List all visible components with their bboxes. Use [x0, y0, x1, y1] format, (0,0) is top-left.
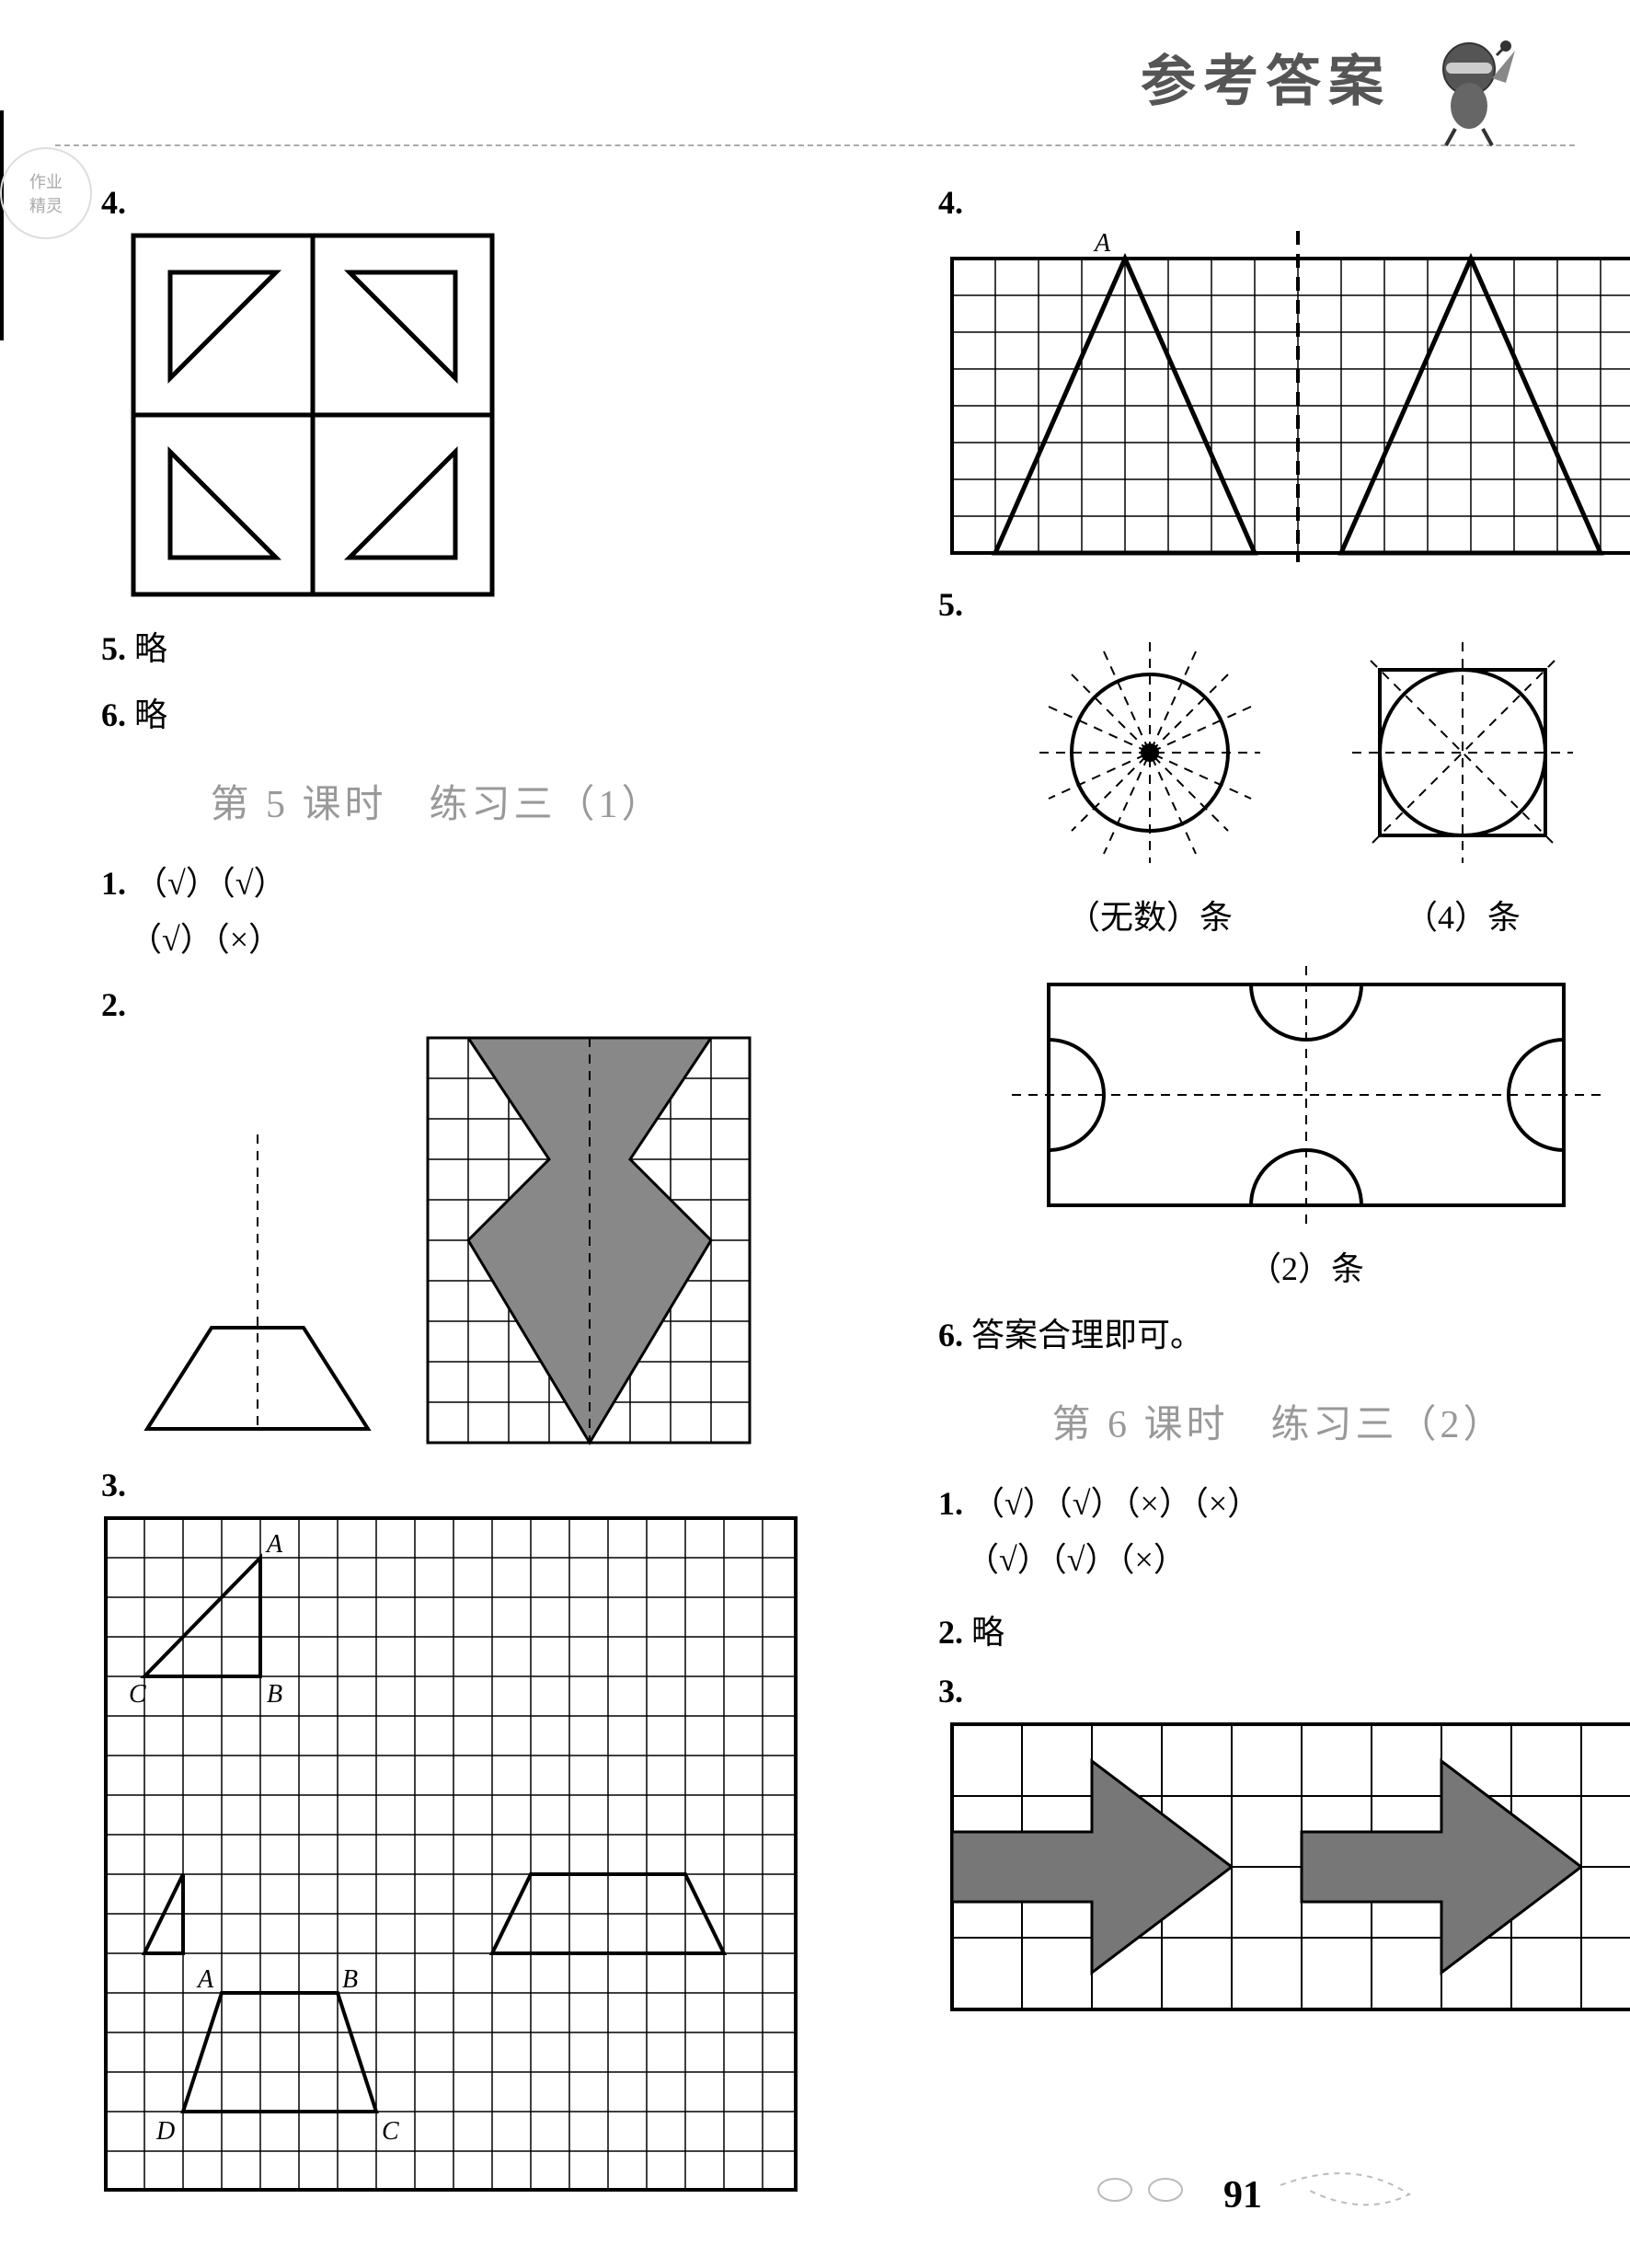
- left-q4-figure: [129, 231, 800, 604]
- s6-q2-text: 略: [971, 1614, 1004, 1651]
- header-divider: [55, 144, 1575, 146]
- section-6-title: 第 6 课时 练习三（2）: [911, 1393, 1630, 1449]
- s5-q2-figure: [129, 1033, 800, 1447]
- label-B1: B: [267, 1680, 282, 1709]
- s5-q2-num: 2.: [101, 985, 800, 1024]
- stamp-text-2: 精灵: [29, 193, 63, 217]
- right-q6-num: 6.: [938, 1317, 963, 1353]
- s5-q1-num: 1. （√）（√）: [101, 857, 800, 904]
- left-q5: 5. 略: [101, 622, 800, 670]
- square-circle-figure: [1343, 633, 1582, 872]
- s5-q3-num: 3.: [101, 1466, 800, 1504]
- right-column: 4.: [892, 165, 1630, 2217]
- left-q5-num: 5.: [101, 630, 126, 667]
- page-title: 参考答案: [1141, 37, 1391, 117]
- label-D: D: [155, 2117, 175, 2146]
- right-q5-figure-row2: （2）条: [966, 966, 1630, 1290]
- s6-q1-num: 1.: [938, 1485, 963, 1522]
- right-q5-num: 5.: [938, 585, 1630, 624]
- left-q6-text: 略: [134, 697, 167, 733]
- q5-answer2: （4）条: [1343, 891, 1582, 938]
- stamp-badge: 作业 精灵: [0, 147, 92, 239]
- label-C2: C: [382, 2117, 399, 2146]
- s6-q2: 2. 略: [938, 1606, 1630, 1653]
- left-q4-num: 4.: [101, 183, 800, 222]
- s6-q1-line2: （√）（√）（×）: [966, 1534, 1630, 1587]
- left-column: 4. 5. 略 6. 略 第 5 课时 练习三（1）: [55, 165, 819, 2217]
- s5-q3-figure: A B C A B C D: [101, 1514, 800, 2199]
- label-C1: C: [129, 1680, 146, 1709]
- content-area: 4. 5. 略 6. 略 第 5 课时 练习三（1）: [55, 165, 1575, 2217]
- mascot-icon: [1418, 28, 1529, 152]
- q5-answer1: （无数）条: [1030, 891, 1269, 938]
- label-A2: A: [196, 1965, 214, 1994]
- s6-q1-line1: （√）（√）（×）（×）: [971, 1485, 1260, 1522]
- s6-q3-figure: [947, 1720, 1630, 2019]
- s6-q1: 1. （√）（√）（×）（×）: [938, 1477, 1630, 1525]
- s6-q2-num: 2.: [938, 1614, 963, 1651]
- right-q6-text: 答案合理即可。: [971, 1317, 1203, 1353]
- s5-q1-line1: （√）（√）: [134, 865, 287, 902]
- label-A3: A: [1093, 231, 1111, 258]
- left-q6-num: 6.: [101, 697, 126, 733]
- left-edge-fragment: [0, 110, 7, 340]
- right-q4-figure: A: [947, 231, 1630, 567]
- s5-q1-line2: （√）（×）: [129, 914, 800, 967]
- stamp-text-1: 作业: [29, 169, 63, 193]
- q5-answer3: （2）条: [966, 1242, 1630, 1290]
- s6-q3-num: 3.: [938, 1672, 1630, 1710]
- right-q5-figure-row1: （无数）条 （4）条: [966, 633, 1630, 938]
- page-header: 参考答案: [55, 37, 1575, 117]
- s5-q1-num-text: 1.: [101, 865, 126, 902]
- left-q5-text: 略: [134, 630, 167, 667]
- page-number: 91: [1223, 2173, 1262, 2217]
- section-5-title: 第 5 课时 练习三（1）: [74, 773, 800, 829]
- label-A1: A: [265, 1530, 283, 1559]
- circle-figure: [1030, 633, 1269, 872]
- rectangle-semicircles-figure: [1012, 966, 1601, 1224]
- footer-decoration: [1078, 2148, 1446, 2227]
- right-q6: 6. 答案合理即可。: [938, 1308, 1630, 1356]
- right-q4-num: 4.: [938, 183, 1630, 222]
- label-B2: B: [342, 1965, 358, 1994]
- left-q6: 6. 略: [101, 688, 800, 736]
